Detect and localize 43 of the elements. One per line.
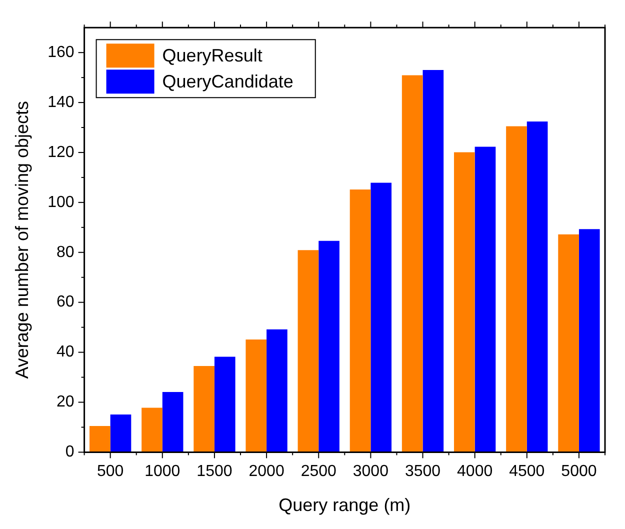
bar xyxy=(350,189,371,452)
bar xyxy=(194,366,214,452)
x-tick-label: 4500 xyxy=(509,463,545,480)
bar xyxy=(370,182,392,452)
y-tick-label: 120 xyxy=(48,144,74,161)
bar xyxy=(402,75,423,452)
x-tick-label: 500 xyxy=(96,463,124,480)
bar xyxy=(578,229,600,452)
bar xyxy=(298,250,319,452)
bar xyxy=(142,408,162,452)
bar xyxy=(422,70,444,452)
x-tick-label: 3500 xyxy=(404,463,441,480)
y-axis-title: Average number of moving objects xyxy=(12,100,32,379)
bar xyxy=(318,240,340,452)
y-tick-label: 140 xyxy=(48,94,74,111)
x-tick-label: 2000 xyxy=(248,463,284,480)
bar xyxy=(162,392,184,452)
bar xyxy=(266,329,288,452)
y-tick-label: 0 xyxy=(65,444,74,461)
bar xyxy=(506,126,527,452)
y-tick-label: 60 xyxy=(56,294,74,311)
bar xyxy=(558,234,579,452)
bar xyxy=(90,426,110,452)
bar xyxy=(110,414,132,452)
legend-label: QueryCandidate xyxy=(162,72,294,92)
x-tick-label: 5000 xyxy=(561,463,597,480)
y-tick-label: 20 xyxy=(56,394,74,411)
x-tick-label: 4000 xyxy=(457,463,493,480)
x-tick-label: 3000 xyxy=(352,463,389,480)
x-axis-title: Query range (m) xyxy=(278,495,411,516)
y-tick-label: 80 xyxy=(56,244,74,261)
bar xyxy=(214,356,236,452)
x-tick-label: 1000 xyxy=(144,463,180,480)
bar xyxy=(526,122,548,452)
y-tick-label: 160 xyxy=(48,44,74,61)
bar xyxy=(474,146,496,452)
x-tick-label: 2500 xyxy=(300,463,337,480)
y-tick-label: 100 xyxy=(48,194,74,211)
y-tick-label: 40 xyxy=(56,344,74,361)
x-tick-label: 1500 xyxy=(196,463,232,480)
legend-label: QueryResult xyxy=(162,46,262,66)
bar xyxy=(246,340,267,452)
bar xyxy=(454,152,475,452)
